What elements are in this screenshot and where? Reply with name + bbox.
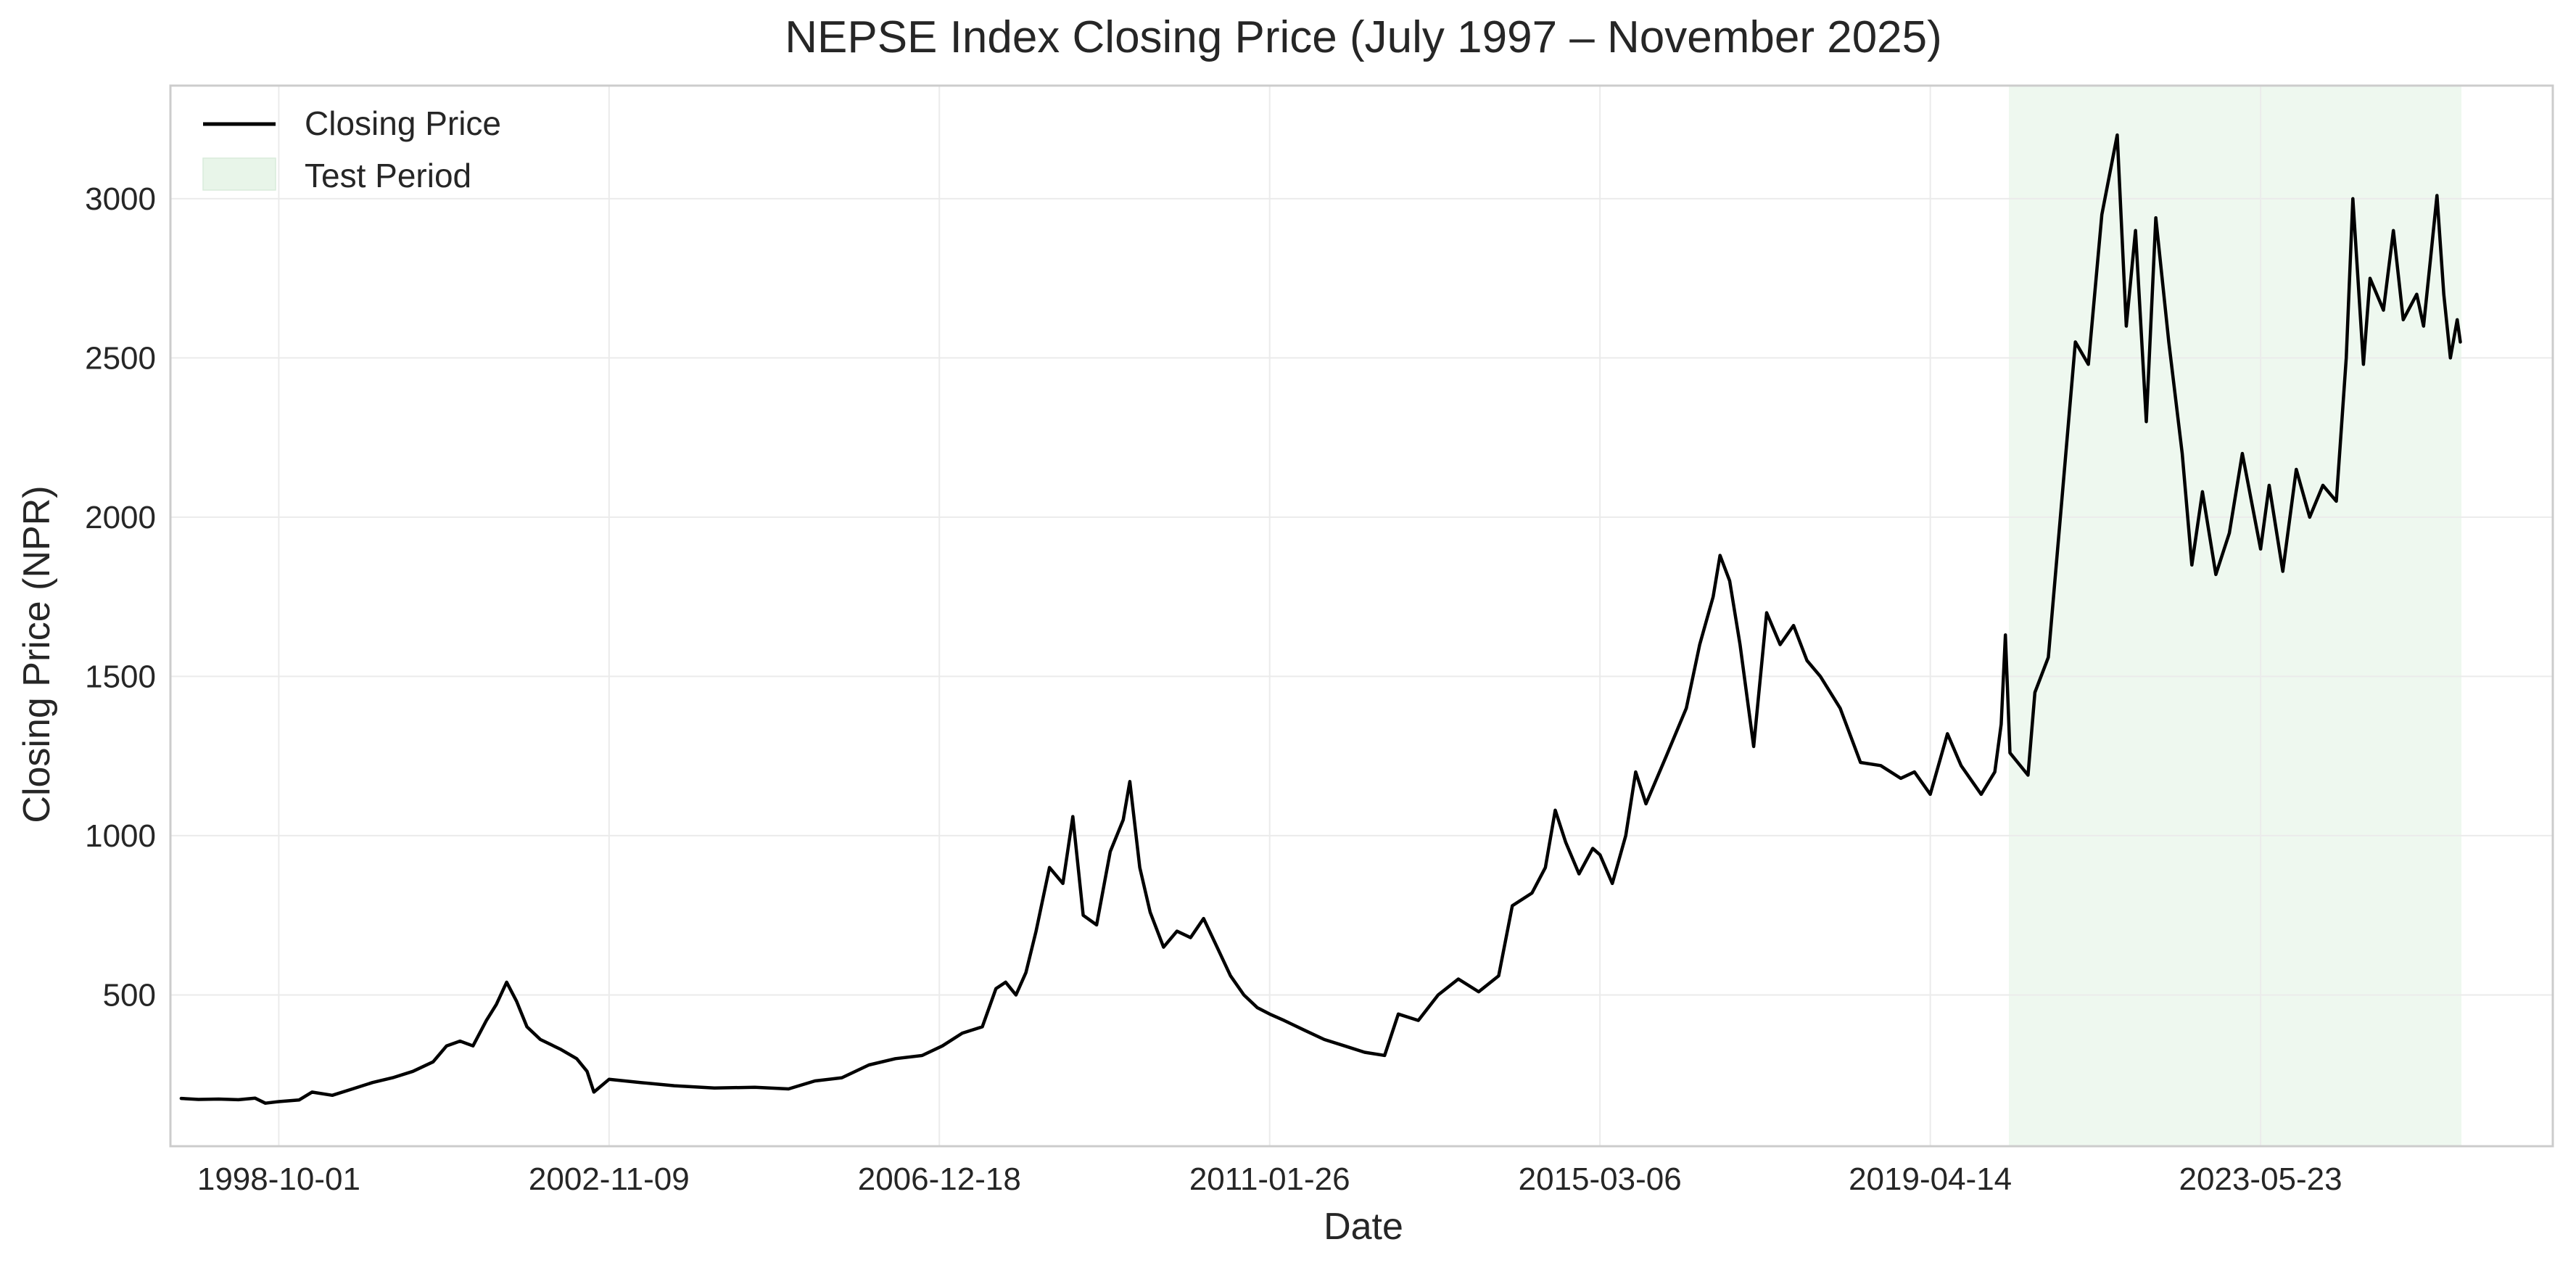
y-tick-label: 1000 — [85, 818, 156, 854]
y-tick-label: 3000 — [85, 181, 156, 217]
x-axis-label: Date — [1324, 1206, 1403, 1248]
axes-frame — [169, 84, 2554, 1148]
y-tick-label: 500 — [103, 977, 156, 1013]
shaded-region-test-period — [2009, 86, 2461, 1146]
legend-patch-swatch — [202, 157, 276, 191]
legend-label: Closing Price — [305, 104, 501, 142]
x-tick-label: 2023-05-23 — [2179, 1161, 2342, 1197]
series-line-closing-price — [179, 133, 2462, 1105]
y-tick-label: 1500 — [85, 659, 156, 694]
x-tick-label: 2006-12-18 — [858, 1161, 1021, 1197]
y-axis-label: Closing Price (NPR) — [16, 485, 58, 823]
legend-label: Test Period — [305, 157, 471, 194]
x-tick-label: 1998-10-01 — [197, 1161, 360, 1197]
y-tick-label: 2000 — [85, 500, 156, 535]
plot-area: 500 1000 1500 2000 2500 3000 1998-10-01 2002-11… — [85, 84, 2554, 1197]
x-tick-label: 2019-04-14 — [1849, 1161, 2012, 1197]
x-tick-label: 2015-03-06 — [1519, 1161, 1682, 1197]
x-tick-label: 2002-11-09 — [529, 1161, 690, 1197]
chart-title: NEPSE Index Closing Price (July 1997 – N… — [785, 12, 1942, 62]
x-tick-label: 2011-01-26 — [1189, 1161, 1350, 1197]
y-tick-label: 2500 — [85, 340, 156, 376]
